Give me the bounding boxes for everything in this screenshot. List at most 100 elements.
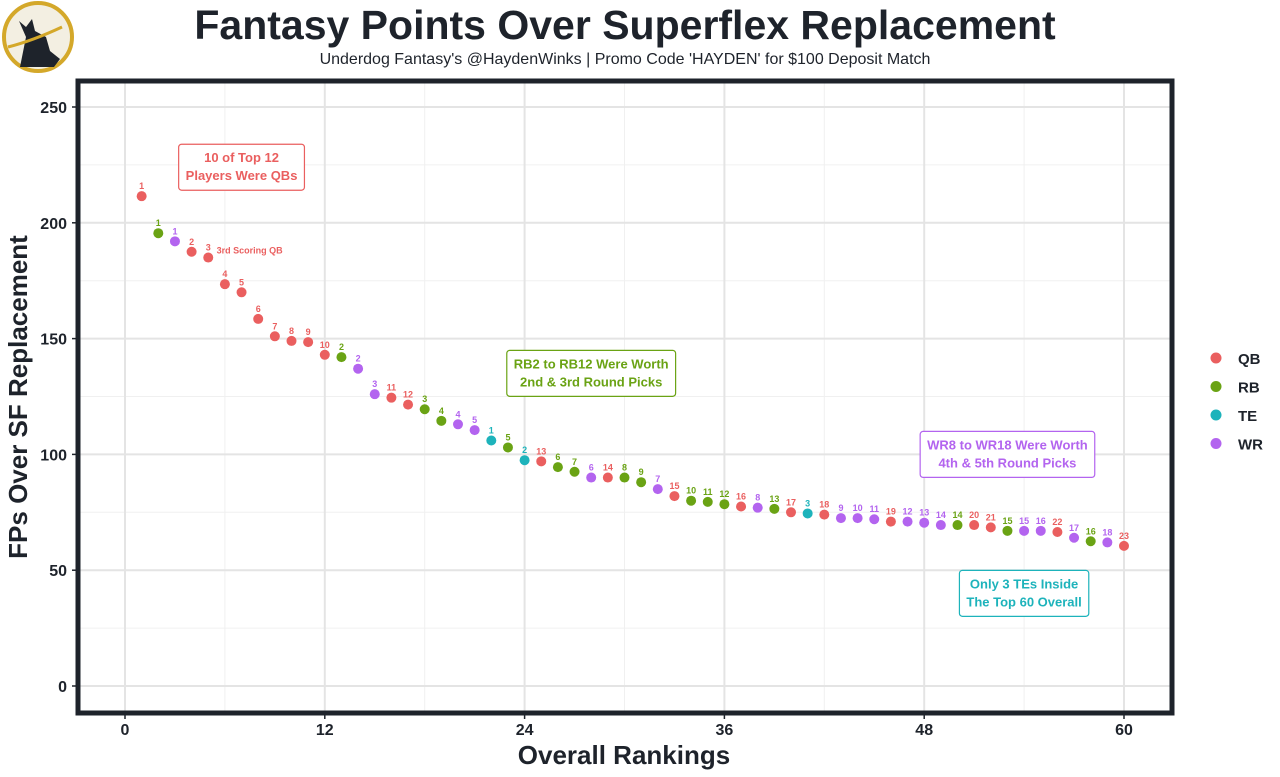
data-label: 12 (403, 390, 413, 400)
legend-marker-wr (1210, 438, 1222, 449)
data-point-qb (736, 501, 747, 512)
data-label: 7 (655, 474, 660, 484)
data-label: 19 (886, 507, 896, 517)
data-label: 11 (869, 504, 879, 514)
data-label: 4 (439, 406, 444, 416)
y-axis-title: FPs Over SF Replacement (3, 235, 33, 559)
data-point-wr (369, 389, 380, 400)
data-point-qb (403, 399, 414, 410)
data-label: 22 (1052, 517, 1062, 527)
data-label: 13 (536, 446, 546, 456)
data-point-qb (219, 279, 230, 290)
annotation-text: The Top 60 Overall (966, 594, 1081, 609)
data-point-qb (286, 335, 297, 346)
data-point-qb (786, 507, 796, 518)
data-point-rb (569, 466, 580, 477)
data-label: 4 (222, 269, 227, 279)
data-point-rb (552, 462, 563, 473)
y-tick-label: 50 (49, 563, 67, 580)
data-label: 12 (719, 489, 729, 499)
legend-label-rb: RB (1238, 380, 1260, 397)
data-point-wr (852, 513, 863, 524)
legend: QB RB TE WR (1210, 351, 1263, 454)
data-point-wr (902, 516, 913, 527)
data-point-rb (769, 503, 780, 514)
data-label: 15 (1019, 516, 1029, 526)
data-label: 14 (952, 510, 962, 520)
annotation-text: 2nd & 3rd Round Picks (520, 374, 662, 389)
data-point-rb (1085, 536, 1096, 547)
data-point-rb (719, 499, 730, 510)
data-point-qb (1052, 526, 1063, 537)
data-point-rb (153, 228, 164, 239)
data-point-rb (702, 496, 713, 507)
data-point-rb (952, 520, 963, 531)
data-point-qb (536, 456, 547, 467)
data-label: 18 (819, 500, 829, 510)
annotation-box: RB2 to RB12 Were Worth 2nd & 3rd Round Pi… (506, 349, 677, 397)
data-label: 3 (206, 243, 211, 253)
data-point-qb (186, 246, 197, 257)
data-label: 15 (1002, 516, 1012, 526)
annotation-text: Only 3 TEs Inside (970, 576, 1078, 591)
data-point-rb (502, 442, 513, 453)
legend-label-te: TE (1238, 408, 1257, 425)
data-label: 17 (786, 497, 796, 507)
data-label: 9 (306, 327, 311, 337)
data-label: 8 (289, 326, 294, 336)
x-tick-label: 60 (1115, 722, 1133, 739)
data-label: 2 (339, 342, 344, 352)
data-point-wr (169, 236, 180, 247)
x-tick-label: 48 (915, 722, 933, 739)
data-label: 3 (372, 379, 377, 389)
annotation-text: 3rd Scoring QB (217, 246, 284, 256)
data-label: 3 (805, 498, 810, 508)
data-label: 5 (239, 277, 244, 287)
data-label: 13 (919, 508, 929, 518)
y-tick-label: 100 (40, 447, 67, 464)
data-label: 2 (189, 237, 194, 247)
data-label: 10 (853, 503, 863, 513)
data-point-rb (336, 352, 347, 363)
data-point-qb (136, 191, 147, 202)
data-point-wr (919, 517, 930, 528)
legend-label-wr: WR (1238, 437, 1263, 454)
annotation-text: 10 of Top 12 (204, 150, 279, 165)
data-label: 8 (755, 493, 760, 503)
data-point-qb (236, 287, 247, 298)
data-label: 23 (1119, 531, 1129, 541)
data-point-wr (469, 425, 480, 436)
data-label: 8 (622, 463, 627, 473)
data-point-qb (819, 509, 830, 520)
data-point-wr (835, 513, 846, 524)
annotation-border (506, 349, 677, 397)
data-label: 1 (139, 181, 144, 191)
data-label: 6 (256, 304, 261, 314)
data-point-wr (1035, 525, 1046, 536)
plot-frame (75, 78, 1175, 716)
data-point-wr (353, 363, 364, 374)
x-axis-title: Overall Rankings (518, 740, 730, 770)
data-label: 21 (986, 512, 996, 522)
data-label: 12 (903, 507, 913, 517)
annotation-text: RB2 to RB12 Were Worth (514, 356, 669, 371)
data-label: 15 (669, 481, 679, 491)
data-label: 16 (1036, 516, 1046, 526)
data-point-rb (619, 472, 630, 483)
annotation-text: Players Were QBs (186, 168, 298, 183)
data-point-wr (1102, 537, 1113, 548)
data-label: 17 (1069, 523, 1079, 533)
data-point-qb (386, 392, 397, 403)
y-tick-label: 150 (40, 332, 67, 349)
data-label: 14 (603, 463, 613, 473)
x-tick-label: 24 (516, 722, 534, 739)
x-tick-label: 12 (316, 722, 334, 739)
data-point-qb (1119, 540, 1129, 551)
x-tick-label: 36 (716, 722, 734, 739)
y-tick-label: 200 (40, 216, 67, 233)
data-point-rb (1002, 525, 1013, 536)
data-label: 5 (505, 432, 510, 442)
data-label: 1 (489, 426, 494, 436)
data-label: 7 (272, 321, 277, 331)
